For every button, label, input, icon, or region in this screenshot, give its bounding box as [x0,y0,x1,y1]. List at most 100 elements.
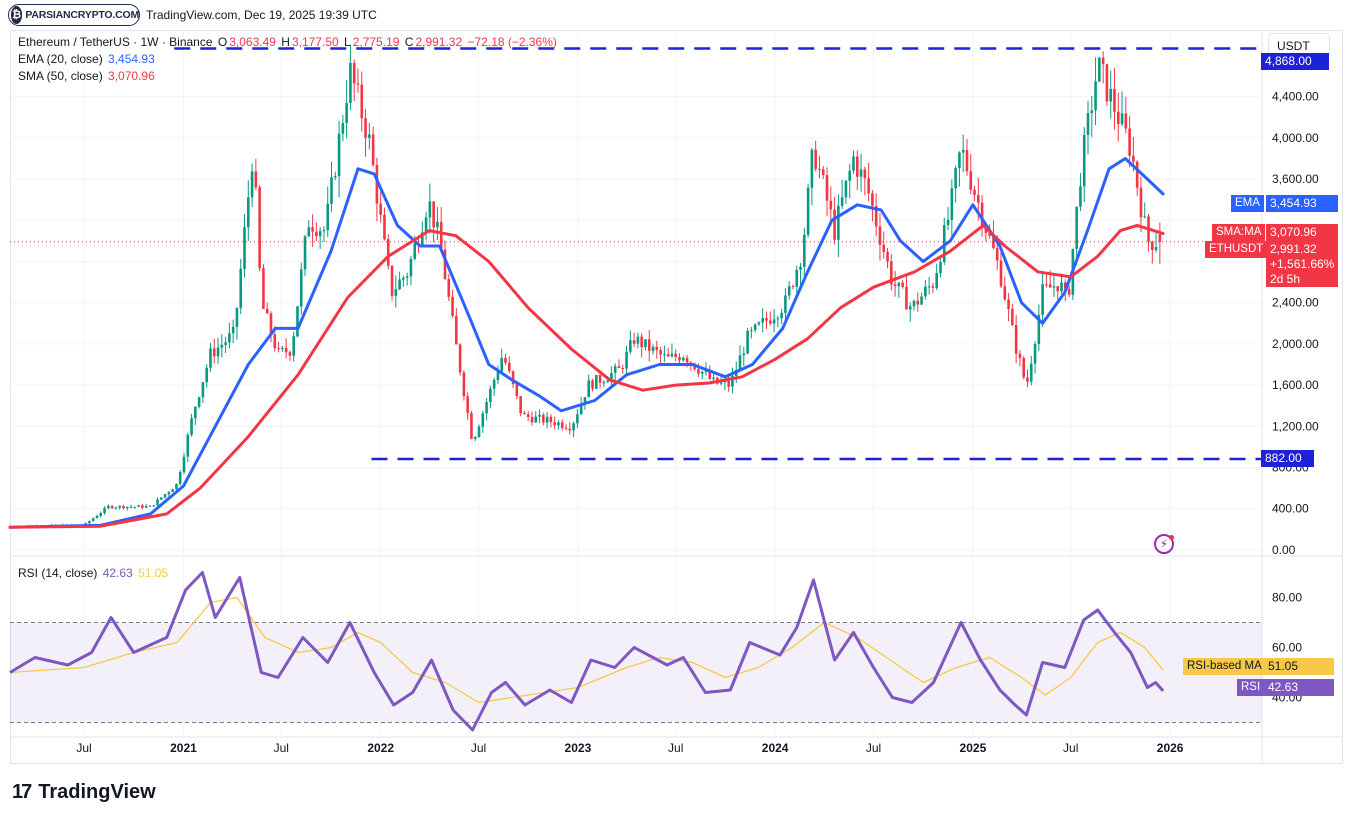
candle-body [731,376,734,387]
rsi-ma-value-badge: 51.05 [1264,658,1334,675]
time-tick-label: Jul [274,741,289,755]
candle-body [969,171,973,190]
candle-body [519,396,522,414]
sma-legend-label: SMA (50, close) [18,69,103,83]
candle-body [413,243,417,259]
candle-body [125,506,129,509]
candle-body [443,249,447,279]
candle-body [167,492,171,495]
candle-body [1018,353,1022,359]
price-tick-label: 1,200.00 [1272,419,1319,433]
candle-body [893,284,897,287]
candle-body [379,203,382,215]
rsi-ma-tag: RSI-based MA [1183,658,1266,675]
candle-body [700,371,704,374]
candle-body [220,344,224,348]
ema-legend-label: EMA (20, close) [18,52,103,66]
sma-legend[interactable]: SMA (50, close) 3,070.96 [18,69,157,83]
symbol-legend[interactable]: Ethereum / TetherUS · 1W · Binance O 3,06… [18,35,559,49]
candle-body [666,354,670,357]
candle-body [746,330,749,354]
candle-body [583,397,587,404]
rsi-legend-label: RSI (14, close) [18,566,98,580]
ema-value-badge: 3,454.93 [1266,195,1338,212]
rsi-legend[interactable]: RSI (14, close) 42.63 51.05 [18,566,170,580]
tradingview-logo[interactable]: 17 TradingView [12,781,156,804]
candle-body [1003,286,1007,300]
candle-body [1116,111,1120,125]
candle-body [640,336,643,348]
candle-body [852,156,855,171]
time-tick-label: 2022 [367,741,394,755]
candle-body [1101,57,1105,65]
candle-body [337,133,341,177]
candle-body [795,269,799,287]
candle-body [390,265,394,296]
logo-text: PARSIANCRYPTO.COM [25,9,139,21]
candle-body [935,273,939,288]
open-value: 3,063.49 [229,35,276,49]
candle-body [292,336,295,356]
candle-body [383,214,386,240]
candle-body [163,494,167,498]
candle-body [980,202,984,227]
bar-countdown: 2d 5h [1270,272,1301,286]
candle-body [507,362,511,372]
candle-body [1014,325,1018,354]
candle-body [681,357,685,361]
candle-body [712,377,715,379]
candle-body [99,513,103,516]
candle-body [829,200,833,210]
candle-body [1098,57,1101,82]
candle-body [837,205,840,240]
change-pct: +1,561.66% [1270,257,1335,271]
chart-frame[interactable] [10,30,1343,764]
candle-body [504,357,507,363]
candle-body [931,286,935,288]
candle-body [258,187,261,269]
candle-body [152,505,156,507]
candle-body [228,333,231,343]
candle-body [1064,282,1067,289]
candle-body [874,205,878,227]
candle-body [670,353,674,357]
candle-body [961,149,965,153]
symbol-tag: ETHUSDT [1205,241,1268,258]
candle-body [352,62,356,84]
candle-body [908,306,912,310]
candle-body [791,286,795,288]
candle-body [178,472,182,484]
ema-legend[interactable]: EMA (20, close) 3,454.93 [18,52,157,66]
candle-body [1029,363,1033,382]
high-label: H [281,35,290,49]
candle-body [103,508,106,514]
candle-body [262,268,265,309]
candle-body [901,282,904,287]
candle-body [629,340,632,352]
close-value: 2,991.32 [415,35,463,49]
candle-body [613,366,617,374]
time-tick-label: Jul [1063,741,1078,755]
candle-body [594,375,598,389]
candle-body [776,318,780,320]
time-tick-label: Jul [866,741,881,755]
candle-body [315,231,318,237]
candle-body [659,350,662,355]
lightning-icon[interactable]: ⚡ [1154,534,1174,554]
candle-body [810,149,814,188]
candle-body [326,203,330,231]
candle-body [212,348,216,357]
tradingview-mark-icon: 17 [12,781,32,803]
candle-body [625,351,628,369]
candle-body [159,497,163,500]
candle-body [364,118,367,138]
candle-body [534,416,538,423]
candle-body [727,380,730,387]
candle-body [738,355,742,370]
candle-body [871,193,874,206]
candle-body [1154,247,1158,250]
candle-body [239,268,243,309]
candle-body [269,313,273,335]
rsi-band-fill [10,622,1262,723]
